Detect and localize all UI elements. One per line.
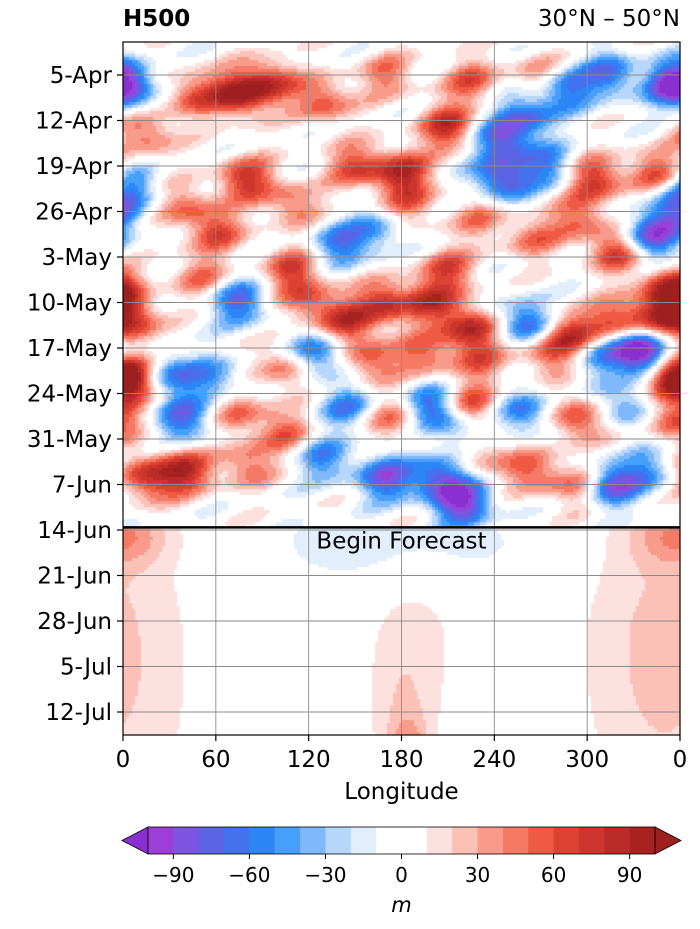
- y-tick-label: 17-May: [27, 336, 112, 362]
- chart-title-left: H500: [123, 6, 191, 32]
- x-tick-label: 120: [287, 747, 331, 773]
- colorbar-segment: [426, 827, 453, 854]
- colorbar-extend-low: [121, 826, 149, 855]
- colorbar-segment: [604, 827, 631, 854]
- y-tick-label: 10-May: [27, 291, 112, 317]
- colorbar-tick-label: −60: [228, 863, 270, 887]
- chart-title-right: 30°N – 50°N: [537, 6, 680, 32]
- x-tick-label: 180: [380, 747, 424, 773]
- colorbar-segment: [325, 827, 352, 854]
- colorbar-extend-high: [654, 826, 682, 855]
- y-tick-label: 5-Apr: [50, 63, 113, 89]
- colorbar-tick-label: −30: [304, 863, 346, 887]
- y-tick-label: 5-Jul: [60, 655, 112, 681]
- y-tick-label: 12-Jul: [45, 700, 112, 726]
- y-tick-label: 24-May: [27, 382, 112, 408]
- colorbar-label: m: [391, 893, 411, 917]
- y-tick-label: 7-Jun: [52, 473, 112, 499]
- y-tick-label: 26-Apr: [35, 200, 112, 226]
- colorbar-segment: [528, 827, 554, 854]
- y-tick-label: 12-Apr: [35, 109, 112, 135]
- colorbar-ticks: −90 −60 −30 0 30 60 90: [152, 854, 642, 887]
- colorbar-segment: [350, 827, 377, 854]
- colorbar-segment: [300, 827, 326, 854]
- y-tick-label: 21-Jun: [37, 564, 112, 590]
- x-axis-label: Longitude: [344, 779, 458, 805]
- colorbar-segment: [452, 827, 478, 854]
- x-tick-label: 0: [116, 747, 131, 773]
- grid-lines: [123, 42, 680, 735]
- colorbar-segment: [502, 827, 529, 854]
- colorbar-segment: [224, 827, 250, 854]
- x-axis-ticks: 0 60 120 180 240 300 0: [116, 735, 688, 773]
- colorbar-segment: [173, 827, 200, 854]
- colorbar-segment: [553, 827, 580, 854]
- x-tick-label: 240: [472, 747, 516, 773]
- x-tick-label: 0: [673, 747, 688, 773]
- colorbar-tick-label: 60: [541, 863, 566, 887]
- y-tick-label: 31-May: [27, 427, 112, 453]
- colorbar-segment: [249, 827, 276, 854]
- colorbar-segment: [629, 827, 656, 854]
- colorbar-segment: [148, 827, 174, 854]
- y-axis-ticks: 5-Apr 12-Apr 19-Apr 26-Apr 3-May 10-May 17-May…: [27, 63, 123, 726]
- y-tick-label: 19-Apr: [35, 154, 112, 180]
- forecast-start-label: Begin Forecast: [316, 528, 486, 554]
- x-tick-label: 300: [565, 747, 609, 773]
- y-tick-label: 14-Jun: [37, 518, 112, 544]
- colorbar-tick-label: 90: [617, 863, 642, 887]
- colorbar-segment: [198, 827, 225, 854]
- x-tick-label: 60: [201, 747, 230, 773]
- y-tick-label: 3-May: [42, 245, 112, 271]
- colorbar: [121, 826, 682, 855]
- colorbar-segment: [376, 827, 428, 854]
- colorbar-segment: [578, 827, 605, 854]
- y-tick-label: 28-Jun: [37, 609, 112, 635]
- colorbar-tick-label: 30: [465, 863, 490, 887]
- colorbar-tick-label: 0: [395, 863, 408, 887]
- colorbar-segment: [274, 827, 301, 854]
- colorbar-tick-label: −90: [152, 863, 194, 887]
- colorbar-segment: [477, 827, 504, 854]
